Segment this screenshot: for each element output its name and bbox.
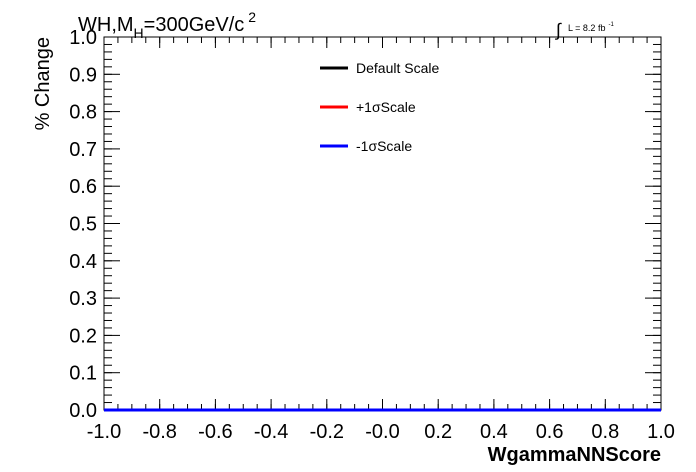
plot-frame (103, 36, 662, 411)
x-tick-label: 1.0 (647, 421, 675, 443)
y-tick-label: 0.4 (69, 251, 97, 273)
legend-label: +1σScale (356, 99, 416, 115)
legend-label: Default Scale (356, 60, 439, 76)
luminosity-superscript: -1 (608, 22, 614, 28)
x-tick-label: -0.2 (310, 421, 344, 443)
y-tick-label: 0.0 (69, 400, 97, 422)
legend: Default Scale +1σScale -1σScale (320, 60, 439, 154)
y-axis: 0.0 0.1 0.2 0.3 0.4 0.5 0.6 0.7 0.8 0.9 1.0 (69, 27, 661, 422)
chart-title-main: WH,M (78, 14, 134, 36)
x-tick-label: -0.8 (142, 421, 176, 443)
legend-label: -1σScale (356, 138, 412, 154)
y-tick-label: 0.8 (69, 102, 97, 124)
y-tick-label: 0.1 (69, 363, 97, 385)
x-tick-label: -0.6 (198, 421, 232, 443)
x-tick-label: -0.4 (254, 421, 288, 443)
y-tick-label: 0.5 (69, 214, 97, 236)
chart-title-subscript: H (134, 25, 144, 41)
luminosity-integral: ∫ (554, 20, 562, 40)
y-tick-label: 0.2 (69, 325, 97, 347)
luminosity-value: L = 8.2 fb (568, 23, 605, 33)
x-tick-label: -1.0 (87, 421, 121, 443)
chart-title-superscript: 2 (248, 9, 256, 25)
y-tick-label: 0.6 (69, 176, 97, 198)
x-tick-label: 0.2 (424, 421, 452, 443)
y-tick-label: 0.3 (69, 288, 97, 310)
x-tick-label: 0.6 (536, 421, 564, 443)
x-axis: -1.0 -0.8 -0.6 -0.4 -0.2 -0.0 0.2 0.4 0.6 0.8 1.0 (87, 37, 675, 443)
chart-title: WH,MH=300GeV/c 2 (78, 9, 256, 41)
y-tick-label: 1.0 (69, 27, 97, 49)
y-tick-label: 0.7 (69, 139, 97, 161)
x-axis-label: WgammaNNScore (488, 444, 661, 466)
luminosity-text: L = 8.2 fb -1 (568, 22, 614, 33)
y-axis-label: % Change (32, 37, 54, 130)
x-tick-label: -0.0 (365, 421, 399, 443)
x-tick-label: 0.4 (480, 421, 508, 443)
x-tick-label: 0.8 (591, 421, 619, 443)
chart-title-rest: =300GeV/c (144, 14, 245, 36)
y-tick-label: 0.9 (69, 64, 97, 86)
